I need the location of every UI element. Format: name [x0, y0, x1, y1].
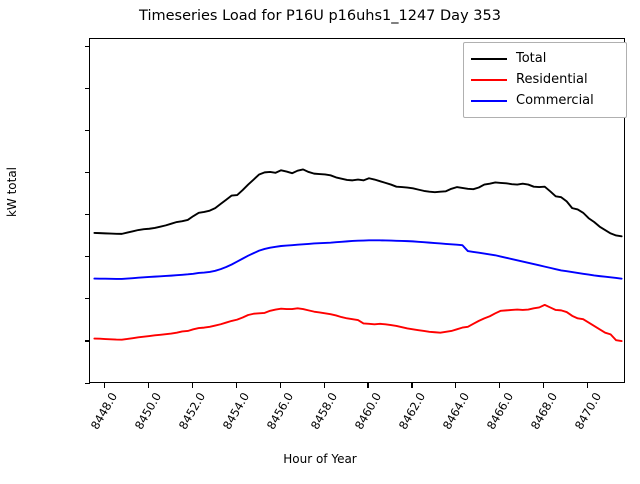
x-tick-mark — [411, 383, 413, 388]
x-tick-mark — [279, 383, 281, 388]
legend-item-total: Total — [471, 48, 619, 69]
legend-label-total: Total — [516, 51, 547, 66]
y-tick-mark — [85, 214, 90, 216]
x-tick-mark — [191, 383, 193, 388]
x-tick-mark — [455, 383, 457, 388]
x-tick-mark — [367, 383, 369, 388]
y-tick-mark — [85, 382, 90, 384]
y-tick-mark — [85, 87, 90, 90]
x-tick-mark — [499, 383, 501, 388]
legend-label-commercial: Commercial — [516, 93, 594, 108]
y-tick-mark — [85, 130, 90, 132]
series-canvas — [93, 168, 623, 343]
x-tick-mark — [235, 383, 237, 388]
legend-swatch-commercial — [471, 99, 507, 102]
y-tick-mark — [85, 45, 90, 47]
y-tick-mark — [85, 172, 90, 174]
y-tick-mark — [85, 340, 90, 342]
x-tick-mark — [587, 383, 589, 388]
series-line-total — [93, 168, 623, 238]
x-tick-mark — [147, 383, 149, 388]
plot-area — [89, 38, 625, 383]
x-axis-label: Hour of Year — [283, 452, 357, 466]
chart-legend: Total Residential Commercial — [463, 42, 627, 118]
y-tick-mark — [85, 256, 90, 258]
legend-item-residential: Residential — [471, 69, 619, 90]
x-tick-mark — [543, 383, 545, 388]
x-tick-mark — [103, 383, 105, 388]
legend-swatch-total — [471, 57, 507, 60]
y-axis-label: kW total — [5, 166, 19, 218]
series-line-commercial — [93, 239, 623, 280]
legend-label-residential: Residential — [516, 72, 588, 87]
chart-title: Timeseries Load for P16U p16uhs1_1247 Da… — [139, 8, 501, 24]
legend-item-commercial: Commercial — [471, 90, 619, 111]
legend-swatch-residential — [471, 78, 507, 81]
series-line-residential — [93, 303, 623, 343]
y-tick-mark — [85, 298, 90, 300]
x-tick-mark — [323, 383, 325, 388]
